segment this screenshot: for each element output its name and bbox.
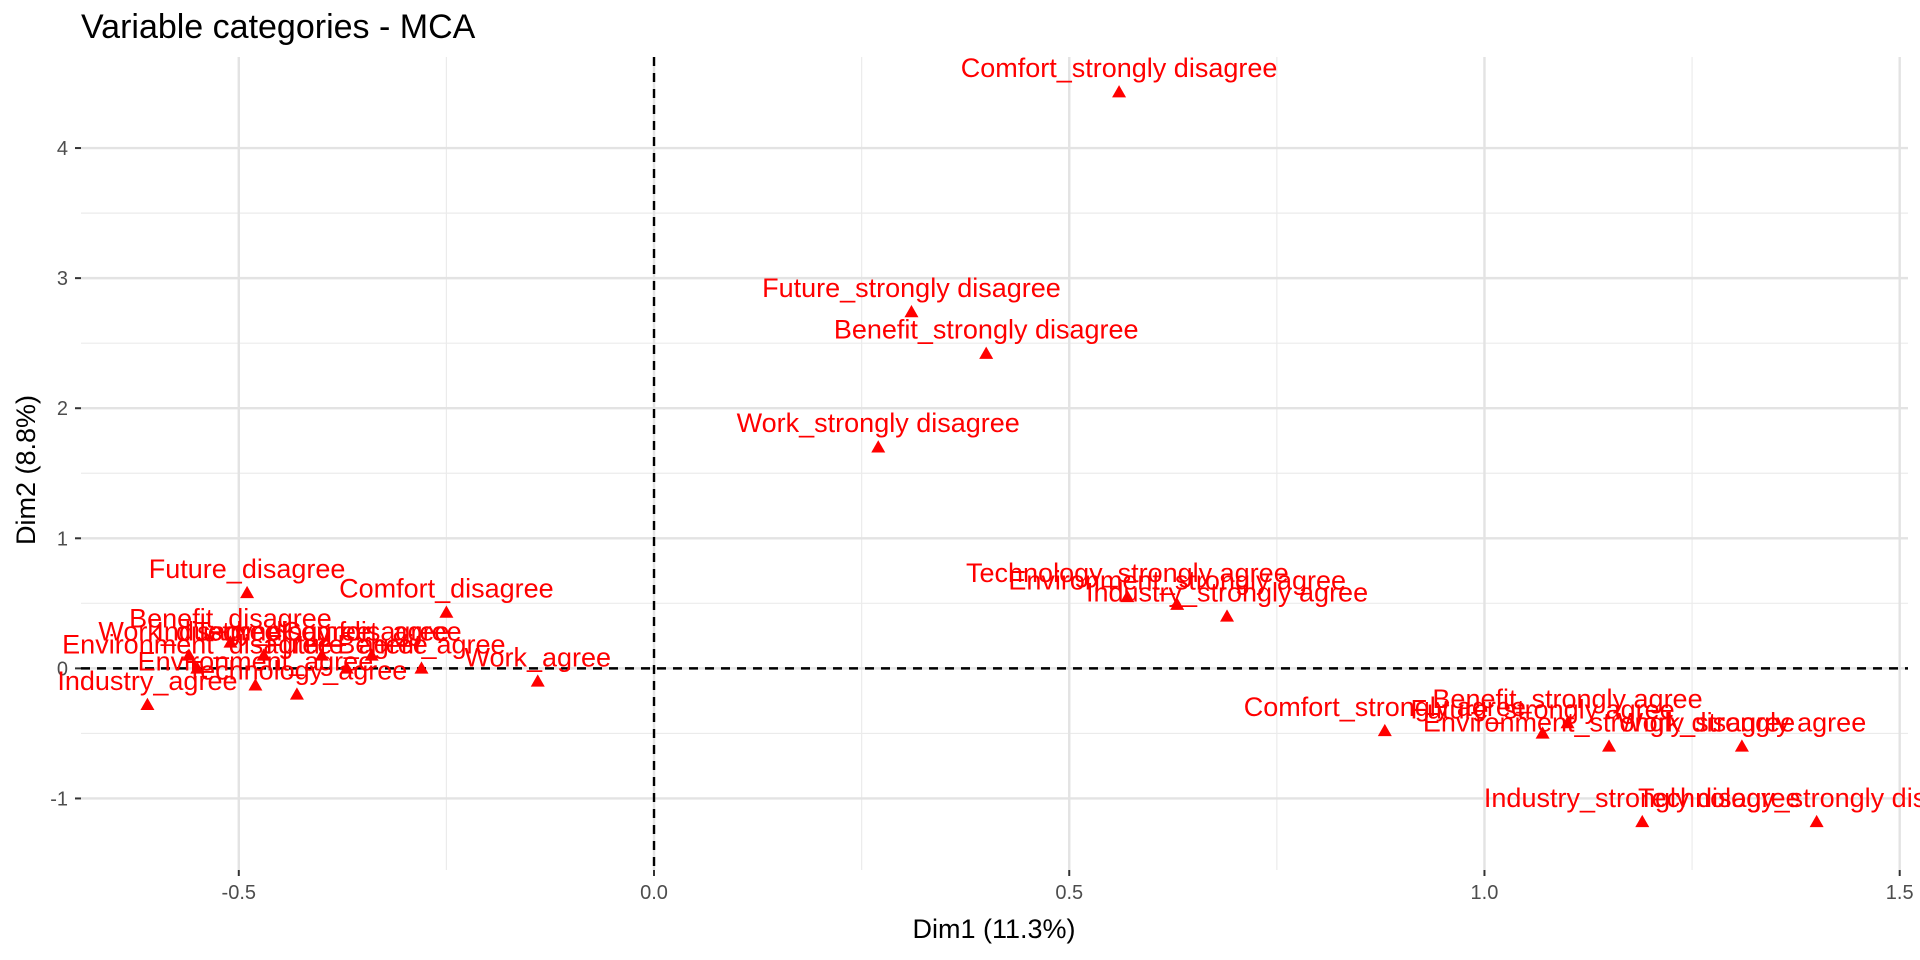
- data-point-label: Comfort_agree: [282, 616, 462, 646]
- data-point-marker: [414, 661, 429, 674]
- data-point-marker: [223, 635, 238, 648]
- data-point-marker: [339, 661, 354, 674]
- data-point-label: Technology_agree: [187, 655, 408, 685]
- data-point-label: Benefit_agree: [337, 629, 505, 659]
- y-axis-title: Dim2 (8.8%): [11, 395, 41, 545]
- data-point-marker: [904, 304, 919, 318]
- x-tick-label: -0.5: [222, 882, 256, 904]
- data-point-marker: [439, 605, 454, 618]
- data-point-label: Work_disagree: [98, 616, 279, 646]
- data-point-marker: [1220, 609, 1235, 622]
- data-point-label: Benefit_disagree: [129, 603, 332, 633]
- x-tick-label: 0.0: [640, 882, 668, 904]
- data-point-marker: [1809, 814, 1824, 828]
- data-point-label: Work_agree: [464, 642, 611, 672]
- data-point-label: Benefit_strongly disagree: [834, 315, 1139, 345]
- x-tick-label: 1.0: [1471, 882, 1499, 904]
- data-point-label: Future_strongly disagree: [762, 273, 1061, 303]
- data-point-marker: [1535, 726, 1550, 739]
- x-tick-label: 1.5: [1886, 882, 1914, 904]
- data-point-label: Work_strongly agree: [1618, 707, 1867, 737]
- data-point-label: Benefit_strongly agree: [1432, 684, 1702, 714]
- x-axis-title: Dim1 (11.3%): [912, 914, 1075, 944]
- data-point-marker: [1635, 814, 1650, 828]
- y-tick-label: 3: [57, 268, 68, 290]
- y-tick-label: 2: [57, 398, 68, 420]
- data-point-marker: [181, 648, 196, 661]
- data-point-marker: [871, 440, 886, 453]
- data-point-marker: [1560, 716, 1575, 729]
- data-point-marker: [248, 678, 263, 691]
- data-point-marker: [1112, 85, 1127, 98]
- x-tick-label: 0.5: [1055, 882, 1083, 904]
- data-point-marker: [530, 674, 545, 687]
- y-tick-label: 0: [57, 658, 68, 680]
- reference-lines: [81, 57, 1908, 870]
- y-tick-label: 4: [57, 138, 68, 160]
- data-point-marker: [1120, 589, 1135, 603]
- data-point-marker: [289, 687, 304, 700]
- data-point-label: Work_strongly disagree: [737, 408, 1020, 438]
- data-point-label: Technology_strongly disagree: [1638, 783, 1920, 813]
- data-point-marker: [979, 346, 994, 359]
- data-point-label: Future_agree: [266, 629, 428, 659]
- data-point-label: Future_strongly agree: [1411, 694, 1675, 724]
- data-labels: Comfort_strongly disagree Future_strongly…: [57, 53, 1920, 813]
- data-point-label: Industry_strongly disagree: [1484, 783, 1801, 813]
- data-point-marker: [1602, 739, 1617, 752]
- data-point-marker: [190, 661, 205, 674]
- data-point-label: Environment_agree: [138, 646, 374, 676]
- data-point-label: Technology_disagree: [194, 616, 449, 646]
- y-tick-label: 1: [57, 528, 68, 550]
- data-point-label: Comfort_strongly agree: [1244, 692, 1526, 722]
- data-point-marker: [1377, 723, 1392, 737]
- data-point-label: Environment_strongly agree: [1008, 566, 1346, 596]
- data-point-marker: [364, 648, 379, 661]
- data-point-marker: [240, 585, 255, 599]
- data-point-label: Industry_agree: [57, 666, 237, 696]
- data-point-label: Environment_strongly disagree: [1423, 707, 1795, 737]
- axes: -0.5 0.0 0.5 1.0 1.5 -1 0 1 2 3 4: [50, 138, 1913, 904]
- data-point-label: Future_disagree: [149, 554, 346, 584]
- data-point-label: Technology_strongly agree: [966, 558, 1289, 588]
- data-point-label: Industry_strongly agree: [1086, 577, 1368, 607]
- data-point-label: Comfort_disagree: [339, 573, 554, 603]
- chart-title: Variable categories - MCA: [81, 8, 476, 46]
- data-point-marker: [1170, 597, 1185, 610]
- data-point-label: Environment_disagree: [62, 629, 332, 659]
- data-point-label: Comfort_strongly disagree: [961, 53, 1278, 83]
- y-tick-label: -1: [50, 788, 68, 810]
- data-point-label: Industry_disagree: [156, 616, 371, 646]
- data-point-marker: [314, 648, 329, 661]
- data-point-marker: [140, 697, 155, 711]
- data-point-marker: [256, 648, 271, 661]
- data-points: [140, 85, 1824, 828]
- data-point-marker: [1734, 739, 1749, 752]
